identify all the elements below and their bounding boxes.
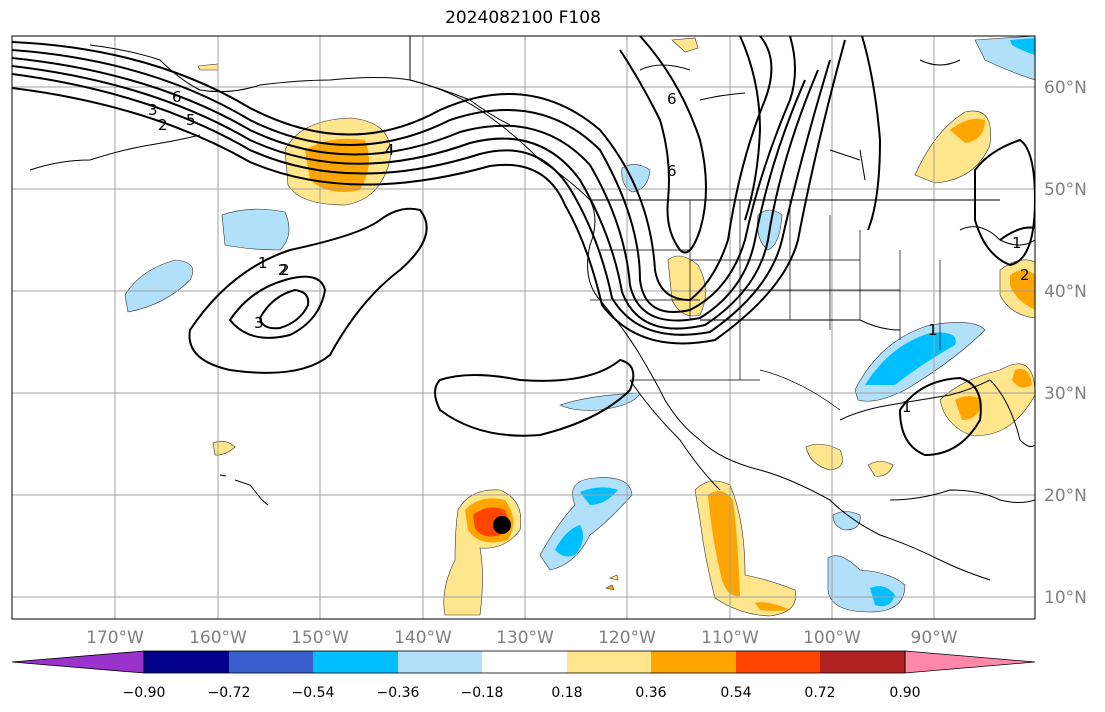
contour-label: 1	[1012, 234, 1022, 252]
contour-labels: 3 6 5 2 4 6 6 2 1 2 3 1 1 2 1	[148, 88, 1030, 416]
colorbar-tick-label: 0.18	[551, 685, 582, 701]
colorbar-tick-label: 0.36	[635, 685, 666, 701]
lat-label: 20°N	[1044, 486, 1087, 506]
contour-label: 3	[254, 314, 264, 332]
map-frame	[11, 35, 1036, 620]
colorbar-segment	[567, 651, 651, 673]
colorbar-segment	[313, 651, 398, 673]
map-area	[12, 36, 1035, 619]
colorbar-segment	[229, 651, 313, 673]
lon-label: 150°W	[291, 628, 349, 648]
colorbar-segment	[398, 651, 482, 673]
colorbar-segment	[144, 651, 229, 673]
lon-label: 90°W	[911, 628, 958, 648]
contour-label: 6	[172, 88, 182, 106]
lat-label: 60°N	[1044, 78, 1087, 98]
colorbar-tick-label: −0.72	[208, 685, 251, 701]
lat-label: 40°N	[1044, 282, 1087, 302]
contour-label: 2	[1020, 266, 1030, 284]
colorbar-tick-label: 0.72	[804, 685, 835, 701]
latitude-labels: 60°N 50°N 40°N 30°N 20°N 10°N	[1044, 78, 1087, 608]
colorbar-segment	[651, 651, 736, 673]
contour-label: 1	[928, 321, 938, 339]
lon-label: 130°W	[496, 628, 554, 648]
anomaly-shading	[124, 36, 1035, 617]
colorbar-segment	[820, 651, 905, 673]
contour-label: 2	[280, 261, 290, 279]
colorbar	[11, 650, 1036, 674]
colorbar-ticks: −0.90 −0.72 −0.54 −0.36 −0.18 0.18 0.36 …	[123, 685, 921, 701]
contour-label: 6	[667, 162, 677, 180]
lat-label: 10°N	[1044, 588, 1087, 608]
lon-label: 120°W	[598, 628, 656, 648]
lon-label: 100°W	[803, 628, 861, 648]
colorbar-tick-label: −0.18	[461, 685, 504, 701]
storm-center-marker	[493, 516, 511, 534]
colorbar-tick-label: −0.36	[377, 685, 420, 701]
colorbar-segment	[482, 651, 567, 673]
colorbar-tick-label: −0.54	[292, 685, 335, 701]
colorbar-extend-min	[11, 650, 145, 674]
colorbar-tick-label: −0.90	[123, 685, 166, 701]
contour-label: 2	[158, 116, 168, 134]
lat-label: 50°N	[1044, 180, 1087, 200]
contour-label: 5	[186, 111, 196, 129]
map-title: 2024082100 F108	[445, 8, 601, 28]
colorbar-segment	[736, 651, 820, 673]
lon-label: 110°W	[701, 628, 759, 648]
contour-label: 3	[148, 101, 158, 119]
lon-label: 140°W	[394, 628, 452, 648]
colorbar-tick-label: 0.54	[720, 685, 751, 701]
contour-label: 6	[667, 90, 677, 108]
colorbar-extend-max	[904, 650, 1036, 674]
political-borders	[590, 200, 941, 411]
longitude-labels: 170°W 160°W 150°W 140°W 130°W 120°W 110°…	[86, 628, 958, 648]
contour-label: 1	[258, 254, 268, 272]
contour-label: 1	[902, 398, 912, 416]
lon-label: 170°W	[86, 628, 144, 648]
colorbar-tick-label: 0.90	[889, 685, 920, 701]
contour-label: 4	[385, 141, 395, 159]
contour-label: 2	[278, 261, 288, 279]
coastlines	[29, 36, 1035, 581]
lon-label: 160°W	[189, 628, 247, 648]
lat-label: 30°N	[1044, 384, 1087, 404]
